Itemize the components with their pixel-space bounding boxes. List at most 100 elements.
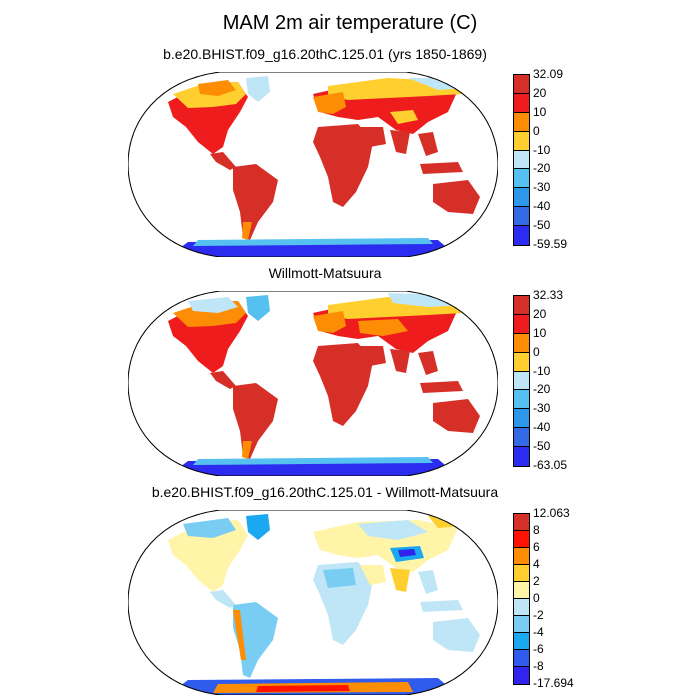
europe-region xyxy=(313,92,346,114)
colorbar-1-tick-label: 10 xyxy=(533,104,547,119)
colorbar-1-segment xyxy=(514,93,529,113)
colorbar-1-segment xyxy=(514,207,529,226)
colorbar-1-segment xyxy=(514,75,529,94)
greenland-region xyxy=(246,76,270,102)
colorbar-2-tick-label: 20 xyxy=(533,306,547,321)
southeast-asia-region xyxy=(418,132,438,156)
colorbar-1-tick-label: -40 xyxy=(533,199,551,214)
india-region xyxy=(390,568,410,592)
colorbar-2-tick-label: -50 xyxy=(533,439,551,454)
arabia-region xyxy=(360,127,386,147)
colorbar-2-segment xyxy=(514,447,529,466)
colorbar-3-segment xyxy=(514,667,529,684)
colorbar-1-tick-label: 0 xyxy=(533,123,540,138)
central-america-region xyxy=(210,371,236,389)
europe-region xyxy=(313,311,346,333)
andes-region xyxy=(233,610,246,660)
colorbar-1-tick-label: -10 xyxy=(533,142,551,157)
antarctica-coast-region xyxy=(193,238,433,246)
greenland-region xyxy=(246,514,270,540)
colorbar-3-segment xyxy=(514,531,529,548)
colorbar-1 xyxy=(513,74,530,246)
colorbar-2 xyxy=(513,295,530,467)
colorbar-1-segment xyxy=(514,131,529,151)
colorbar-3-tick-label: -2 xyxy=(533,608,544,622)
colorbar-3 xyxy=(513,513,530,685)
colorbar-3-segment xyxy=(514,599,529,616)
colorbar-2-segment xyxy=(514,371,529,391)
colorbar-3-segment xyxy=(514,565,529,582)
colorbar-3-tick-label: 6 xyxy=(533,540,540,554)
colorbar-2-tick-label: 0 xyxy=(533,344,540,359)
canada-diff-region xyxy=(183,518,236,538)
southeast-asia-region xyxy=(418,351,438,375)
colorbar-1-segment xyxy=(514,150,529,170)
patagonia-region xyxy=(242,222,252,240)
colorbar-2-tick-label: -10 xyxy=(533,363,551,378)
colorbar-3-segment xyxy=(514,650,529,667)
antarctica-coast-region xyxy=(193,457,433,465)
colorbar-2-segment xyxy=(514,352,529,372)
colorbar-3-segment xyxy=(514,514,529,531)
colorbar-3-tick-label: 0 xyxy=(533,591,540,605)
north-america-region xyxy=(168,520,248,592)
colorbar-3-segment xyxy=(514,582,529,599)
colorbar-3-segment xyxy=(514,616,529,633)
antarctica-hot-region xyxy=(256,685,350,692)
colorbar-3-tick-label: 4 xyxy=(533,557,540,571)
india-region xyxy=(390,130,410,154)
colorbar-2-tick-label: 32.33 xyxy=(533,288,564,302)
colorbar-1-tick-label: -30 xyxy=(533,180,551,195)
colorbar-1-tick-label: -20 xyxy=(533,161,551,176)
colorbar-1-tick-label: -50 xyxy=(533,218,551,233)
panel-1-title: b.e20.BHIST.f09_g16.20thC.125.01 (yrs 18… xyxy=(163,46,487,62)
colorbar-1-tick-label: 32.09 xyxy=(533,67,564,81)
colorbar-3-segment xyxy=(514,633,529,650)
australia-region xyxy=(433,399,480,433)
greenland-region xyxy=(246,295,270,321)
colorbar-1-segment xyxy=(514,188,529,208)
indonesia-region xyxy=(420,381,463,393)
australia-region xyxy=(433,618,480,652)
colorbar-3-tick-label: -17.694 xyxy=(533,676,574,690)
map-1-border xyxy=(128,72,498,257)
colorbar-3-tick-label: -4 xyxy=(533,625,544,639)
central-america-region xyxy=(210,152,236,170)
colorbar-3-tick-label: -8 xyxy=(533,659,544,673)
colorbar-2-tick-label: -30 xyxy=(533,401,551,416)
colorbar-2-segment xyxy=(514,428,529,447)
tibet-core-region xyxy=(398,549,416,557)
colorbar-1-tick-label: -59.59 xyxy=(533,237,568,251)
central-america-region xyxy=(210,590,236,608)
indonesia-region xyxy=(420,600,463,612)
map-model-temperature xyxy=(128,72,498,257)
tibet-region xyxy=(390,110,418,124)
colorbar-1-tick-label: 20 xyxy=(533,85,547,100)
canada-cold-region xyxy=(198,80,236,96)
map-temperature-difference xyxy=(128,510,498,695)
map-2-border xyxy=(128,291,498,476)
colorbar-2-tick-label: 10 xyxy=(533,325,547,340)
colorbar-3-tick-label: 12.063 xyxy=(533,506,570,520)
colorbar-2-segment xyxy=(514,333,529,353)
central-asia-region xyxy=(358,319,408,336)
colorbar-3-tick-label: -6 xyxy=(533,642,544,656)
india-region xyxy=(390,349,410,373)
panel-3-title: b.e20.BHIST.f09_g16.20thC.125.01 - Willm… xyxy=(151,484,499,500)
south-america-region xyxy=(233,383,278,459)
colorbar-2-tick-label: -40 xyxy=(533,420,551,435)
colorbar-3-segment xyxy=(514,548,529,565)
siberia-region xyxy=(358,520,428,540)
australia-region xyxy=(433,180,480,214)
colorbar-2-segment xyxy=(514,390,529,410)
africa-region xyxy=(313,343,373,426)
indonesia-region xyxy=(420,162,463,174)
map-observed-temperature xyxy=(128,291,498,476)
patagonia-region xyxy=(242,441,252,459)
colorbar-1-segment xyxy=(514,226,529,245)
southeast-asia-region xyxy=(418,570,438,594)
colorbar-3-tick-label: 2 xyxy=(533,574,540,588)
south-america-region xyxy=(233,164,278,240)
colorbar-2-segment xyxy=(514,314,529,334)
arabia-region xyxy=(360,346,386,366)
